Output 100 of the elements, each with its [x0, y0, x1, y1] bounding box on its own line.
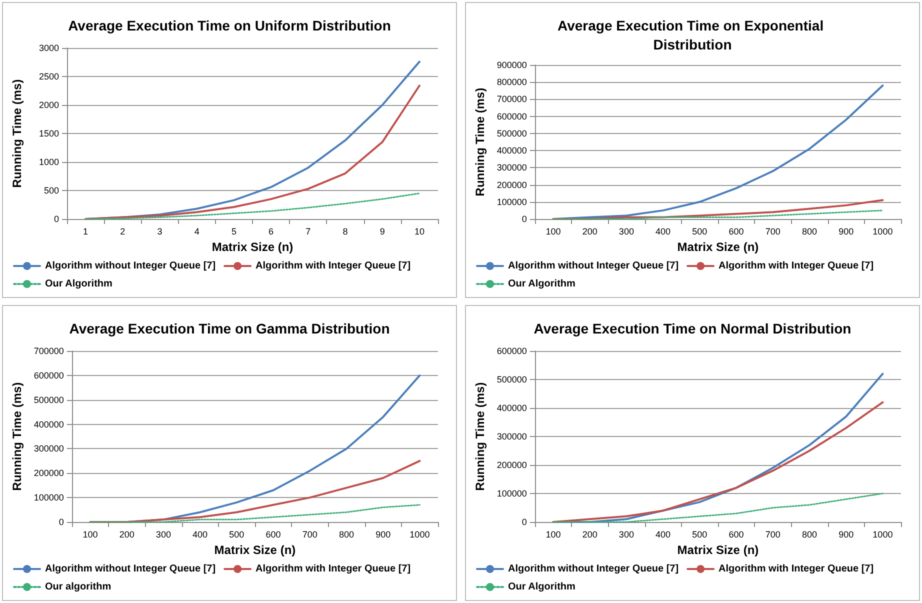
- y-tick-label: 300000: [496, 432, 527, 442]
- x-axis-title: Matrix Size (n): [214, 543, 296, 557]
- legend-label: Algorithm with Integer Queue [7]: [718, 564, 874, 574]
- x-tick-label: 400: [656, 530, 671, 540]
- y-axis-title: Running Time (ms): [10, 79, 24, 188]
- legend-label: Algorithm without Integer Queue [7]: [508, 564, 679, 574]
- x-tick-label: 800: [802, 530, 817, 540]
- y-tick-label: 800000: [496, 77, 527, 88]
- x-tick-label: 8: [342, 226, 348, 236]
- y-tick-label: 400000: [496, 403, 527, 413]
- legend-label: Algorithm without Integer Queue [7]: [45, 260, 216, 272]
- x-tick-label: 800: [338, 530, 354, 540]
- x-tick-label: 400: [656, 226, 671, 236]
- y-tick-label: 500: [44, 186, 59, 196]
- line-series: [552, 199, 884, 220]
- y-tick-label: 700000: [496, 94, 527, 104]
- x-tick-label: 500: [692, 530, 708, 540]
- legend-label: Algorithm with Integer Queue [7]: [256, 260, 411, 272]
- x-tick-label: 800: [802, 226, 817, 236]
- legend-label: Our algorithm: [45, 582, 112, 592]
- x-tick-label: 600: [266, 530, 281, 540]
- y-tick-label: 900000: [496, 60, 527, 70]
- y-tick-label: 3000: [38, 43, 59, 53]
- y-tick-label: 100000: [34, 492, 64, 503]
- chart-title: Average Execution Time on Gamma Distribution: [69, 320, 390, 336]
- x-tick-label: 300: [618, 530, 634, 540]
- x-tick-label: 1000: [872, 530, 893, 540]
- y-tick-label: 400000: [496, 146, 527, 156]
- x-tick-label: 5: [231, 226, 236, 236]
- x-tick-label: 900: [838, 226, 854, 236]
- x-tick-label: 200: [119, 530, 134, 540]
- x-axis-title: Matrix Size (n): [677, 240, 759, 254]
- x-tick-label: 100: [82, 530, 98, 540]
- y-axis-title: Running Time (ms): [10, 382, 24, 491]
- y-tick-label: 0: [54, 214, 59, 224]
- y-tick-label: 0: [58, 517, 64, 527]
- y-tick-label: 0: [522, 517, 527, 527]
- y-tick-label: 600000: [496, 346, 527, 356]
- legend-label: Algorithm with Integer Queue [7]: [718, 260, 874, 272]
- legend-label: Our Algorithm: [508, 582, 576, 592]
- legend-label: Our Algorithm: [45, 278, 113, 290]
- x-tick-label: 6: [268, 226, 274, 236]
- legend-label: Algorithm with Integer Queue [7]: [256, 564, 411, 574]
- line-series: [84, 84, 420, 220]
- y-tick-label: 2500: [38, 72, 59, 82]
- y-tick-label: 100000: [496, 488, 527, 498]
- line-series: [552, 492, 884, 523]
- chart-title: Average Execution Time on Exponential Distribution: [558, 18, 828, 52]
- x-tick-label: 900: [838, 530, 854, 540]
- legend-label: Algorithm without Integer Queue [7]: [45, 564, 216, 574]
- x-tick-label: 100: [546, 226, 561, 236]
- y-tick-label: 400000: [34, 419, 64, 430]
- y-tick-label: 1500: [38, 128, 59, 138]
- x-tick-label: 1000: [872, 226, 893, 236]
- y-tick-label: 500000: [34, 394, 64, 405]
- x-axis-title: Matrix Size (n): [677, 543, 759, 557]
- line-series: [84, 192, 420, 220]
- legend-label: Algorithm without Integer Queue [7]: [508, 260, 679, 272]
- y-tick-label: 2000: [38, 100, 59, 110]
- x-tick-label: 300: [156, 530, 171, 540]
- y-tick-label: 1000: [38, 157, 59, 167]
- x-tick-label: 3: [157, 226, 162, 236]
- x-tick-label: 500: [692, 226, 708, 236]
- x-tick-label: 200: [582, 530, 598, 540]
- line-series: [552, 210, 884, 220]
- y-tick-label: 300000: [496, 162, 527, 173]
- y-tick-label: 300000: [34, 444, 64, 454]
- chart-title: Average Execution Time on Uniform Distribution: [68, 18, 391, 34]
- x-tick-label: 2: [120, 226, 126, 236]
- legend-label: Our Algorithm: [508, 278, 576, 290]
- y-tick-label: 500000: [496, 374, 527, 384]
- y-axis-title: Running Time (ms): [473, 88, 487, 196]
- line-series: [552, 401, 884, 523]
- y-tick-label: 200000: [496, 460, 527, 470]
- y-tick-label: 500000: [496, 128, 527, 138]
- y-tick-label: 200000: [34, 468, 64, 478]
- x-tick-label: 700: [765, 226, 780, 236]
- x-tick-label: 4: [194, 226, 200, 236]
- y-axis-title: Running Time (ms): [473, 382, 487, 491]
- y-tick-label: 0: [522, 214, 527, 224]
- x-tick-label: 200: [582, 226, 598, 236]
- y-tick-label: 200000: [496, 180, 527, 190]
- x-tick-label: 700: [765, 530, 780, 540]
- x-tick-label: 600: [728, 530, 744, 540]
- line-series: [89, 460, 421, 523]
- x-tick-label: 7: [306, 226, 311, 236]
- x-tick-label: 1000: [410, 530, 430, 540]
- chart-title: Average Execution Time on Normal Distribution: [534, 320, 852, 336]
- y-tick-label: 600000: [496, 111, 527, 122]
- x-tick-label: 1: [83, 226, 88, 236]
- x-tick-label: 9: [380, 226, 385, 236]
- y-tick-label: 600000: [34, 370, 64, 380]
- x-tick-label: 600: [728, 226, 744, 236]
- x-tick-label: 400: [192, 530, 208, 540]
- line-series: [89, 504, 420, 523]
- x-tick-label: 500: [229, 530, 244, 540]
- x-axis-title: Matrix Size (n): [212, 240, 294, 254]
- y-tick-label: 700000: [34, 346, 64, 356]
- x-tick-label: 100: [546, 530, 561, 540]
- y-tick-label: 100000: [496, 196, 527, 207]
